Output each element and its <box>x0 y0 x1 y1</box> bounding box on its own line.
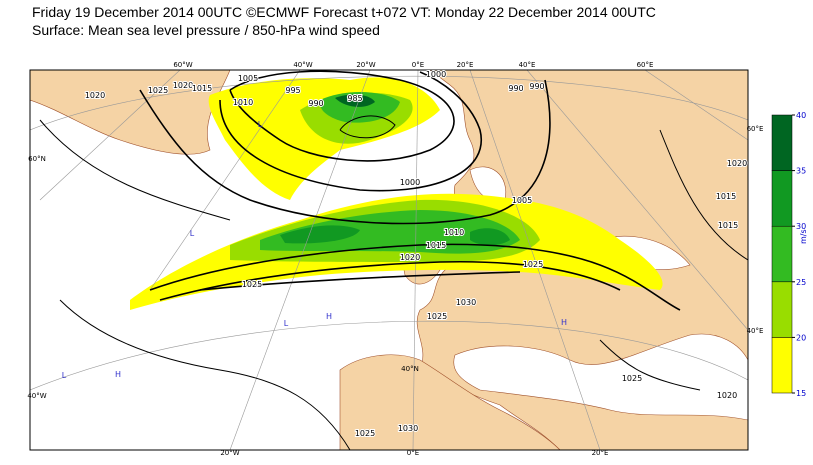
isobar-label: 1015 <box>718 221 738 230</box>
graticule-label: 0°E <box>407 449 419 457</box>
pressure-center: H <box>561 318 567 327</box>
colorbar-label: 15 <box>796 389 806 398</box>
graticule-label: 20°E <box>592 449 609 457</box>
colorbar-swatch <box>771 114 793 171</box>
title-line: Friday 19 December 2014 00UTC ©ECMWF For… <box>32 4 656 20</box>
isobar-label: 1020 <box>717 391 737 400</box>
graticule <box>30 70 748 450</box>
isobar-label: 1020 <box>85 91 105 100</box>
isobar-label: 990 <box>529 82 544 91</box>
isobar-label: 1000 <box>400 178 420 187</box>
graticule-label: 40°W <box>293 61 312 69</box>
colorbar-label: 20 <box>796 333 806 342</box>
wind-speed <box>130 77 663 310</box>
graticule-label: 20°W <box>220 449 239 457</box>
isobar-label: 1015 <box>192 84 212 93</box>
graticule-label: 20°E <box>457 61 474 69</box>
isobar-label: 1025 <box>148 86 168 95</box>
isobar-label: 1010 <box>444 228 464 237</box>
pressure-center: L <box>284 319 289 328</box>
subtitle-line: Surface: Mean sea level pressure / 850-h… <box>32 22 380 38</box>
graticule-label: 60°N <box>28 155 46 163</box>
graticule-label: 40°N <box>401 365 419 373</box>
pressure-center: L <box>258 120 263 129</box>
graticule-label: 60°E <box>747 125 764 133</box>
map-frame <box>29 69 749 451</box>
isobar-label: 990 <box>308 99 323 108</box>
map-body <box>30 70 748 450</box>
graticule-label: 40°W <box>27 392 46 400</box>
isobar-label: 995 <box>285 86 300 95</box>
isobar-label: 1020 <box>400 253 420 262</box>
isobar-label: 1000 <box>426 70 446 79</box>
isobar-label: 1025 <box>523 260 543 269</box>
pressure-center: H <box>115 370 121 379</box>
isobar-label: 1005 <box>238 74 258 83</box>
pressure-center: H <box>326 312 332 321</box>
isobar-label: 1020 <box>173 81 193 90</box>
isobar-label: 990 <box>508 84 523 93</box>
isobar-label: 1030 <box>456 298 476 307</box>
isobar-label: 1025 <box>622 374 642 383</box>
colorbar-label: 30 <box>796 222 806 231</box>
colorbar-swatch <box>771 337 793 394</box>
colorbar-label: 35 <box>796 167 806 176</box>
graticule-label: 40°E <box>519 61 536 69</box>
isobars <box>39 70 748 450</box>
colorbar-unit: m/s <box>799 229 808 244</box>
isobar-label: 985 <box>347 94 362 103</box>
graticule-label: 20°W <box>356 61 375 69</box>
isobar-label: 1020 <box>727 159 747 168</box>
colorbar-swatch <box>771 281 793 338</box>
isobar-label: 1015 <box>716 192 736 201</box>
isobar-label: 1015 <box>426 241 446 250</box>
isobar-label: 1025 <box>355 429 375 438</box>
colorbar-swatch <box>771 225 793 283</box>
isobar-label: 1025 <box>427 312 447 321</box>
isobar-label: 1010 <box>233 98 253 107</box>
isobar-label: 1030 <box>398 424 418 433</box>
isobar-label: 1025 <box>242 280 262 289</box>
colorbar-swatch <box>771 170 793 227</box>
graticule-label: 0°E <box>412 61 424 69</box>
graticule-label: 40°E <box>747 327 764 335</box>
graticule-label: 60°W <box>173 61 192 69</box>
pressure-center: L <box>190 229 195 238</box>
pressure-center: L <box>62 371 67 380</box>
graticule-label: 60°E <box>637 61 654 69</box>
colorbar-label: 25 <box>796 278 806 287</box>
isobar-label: 1005 <box>512 196 532 205</box>
colorbar-label: 40 <box>796 111 806 120</box>
